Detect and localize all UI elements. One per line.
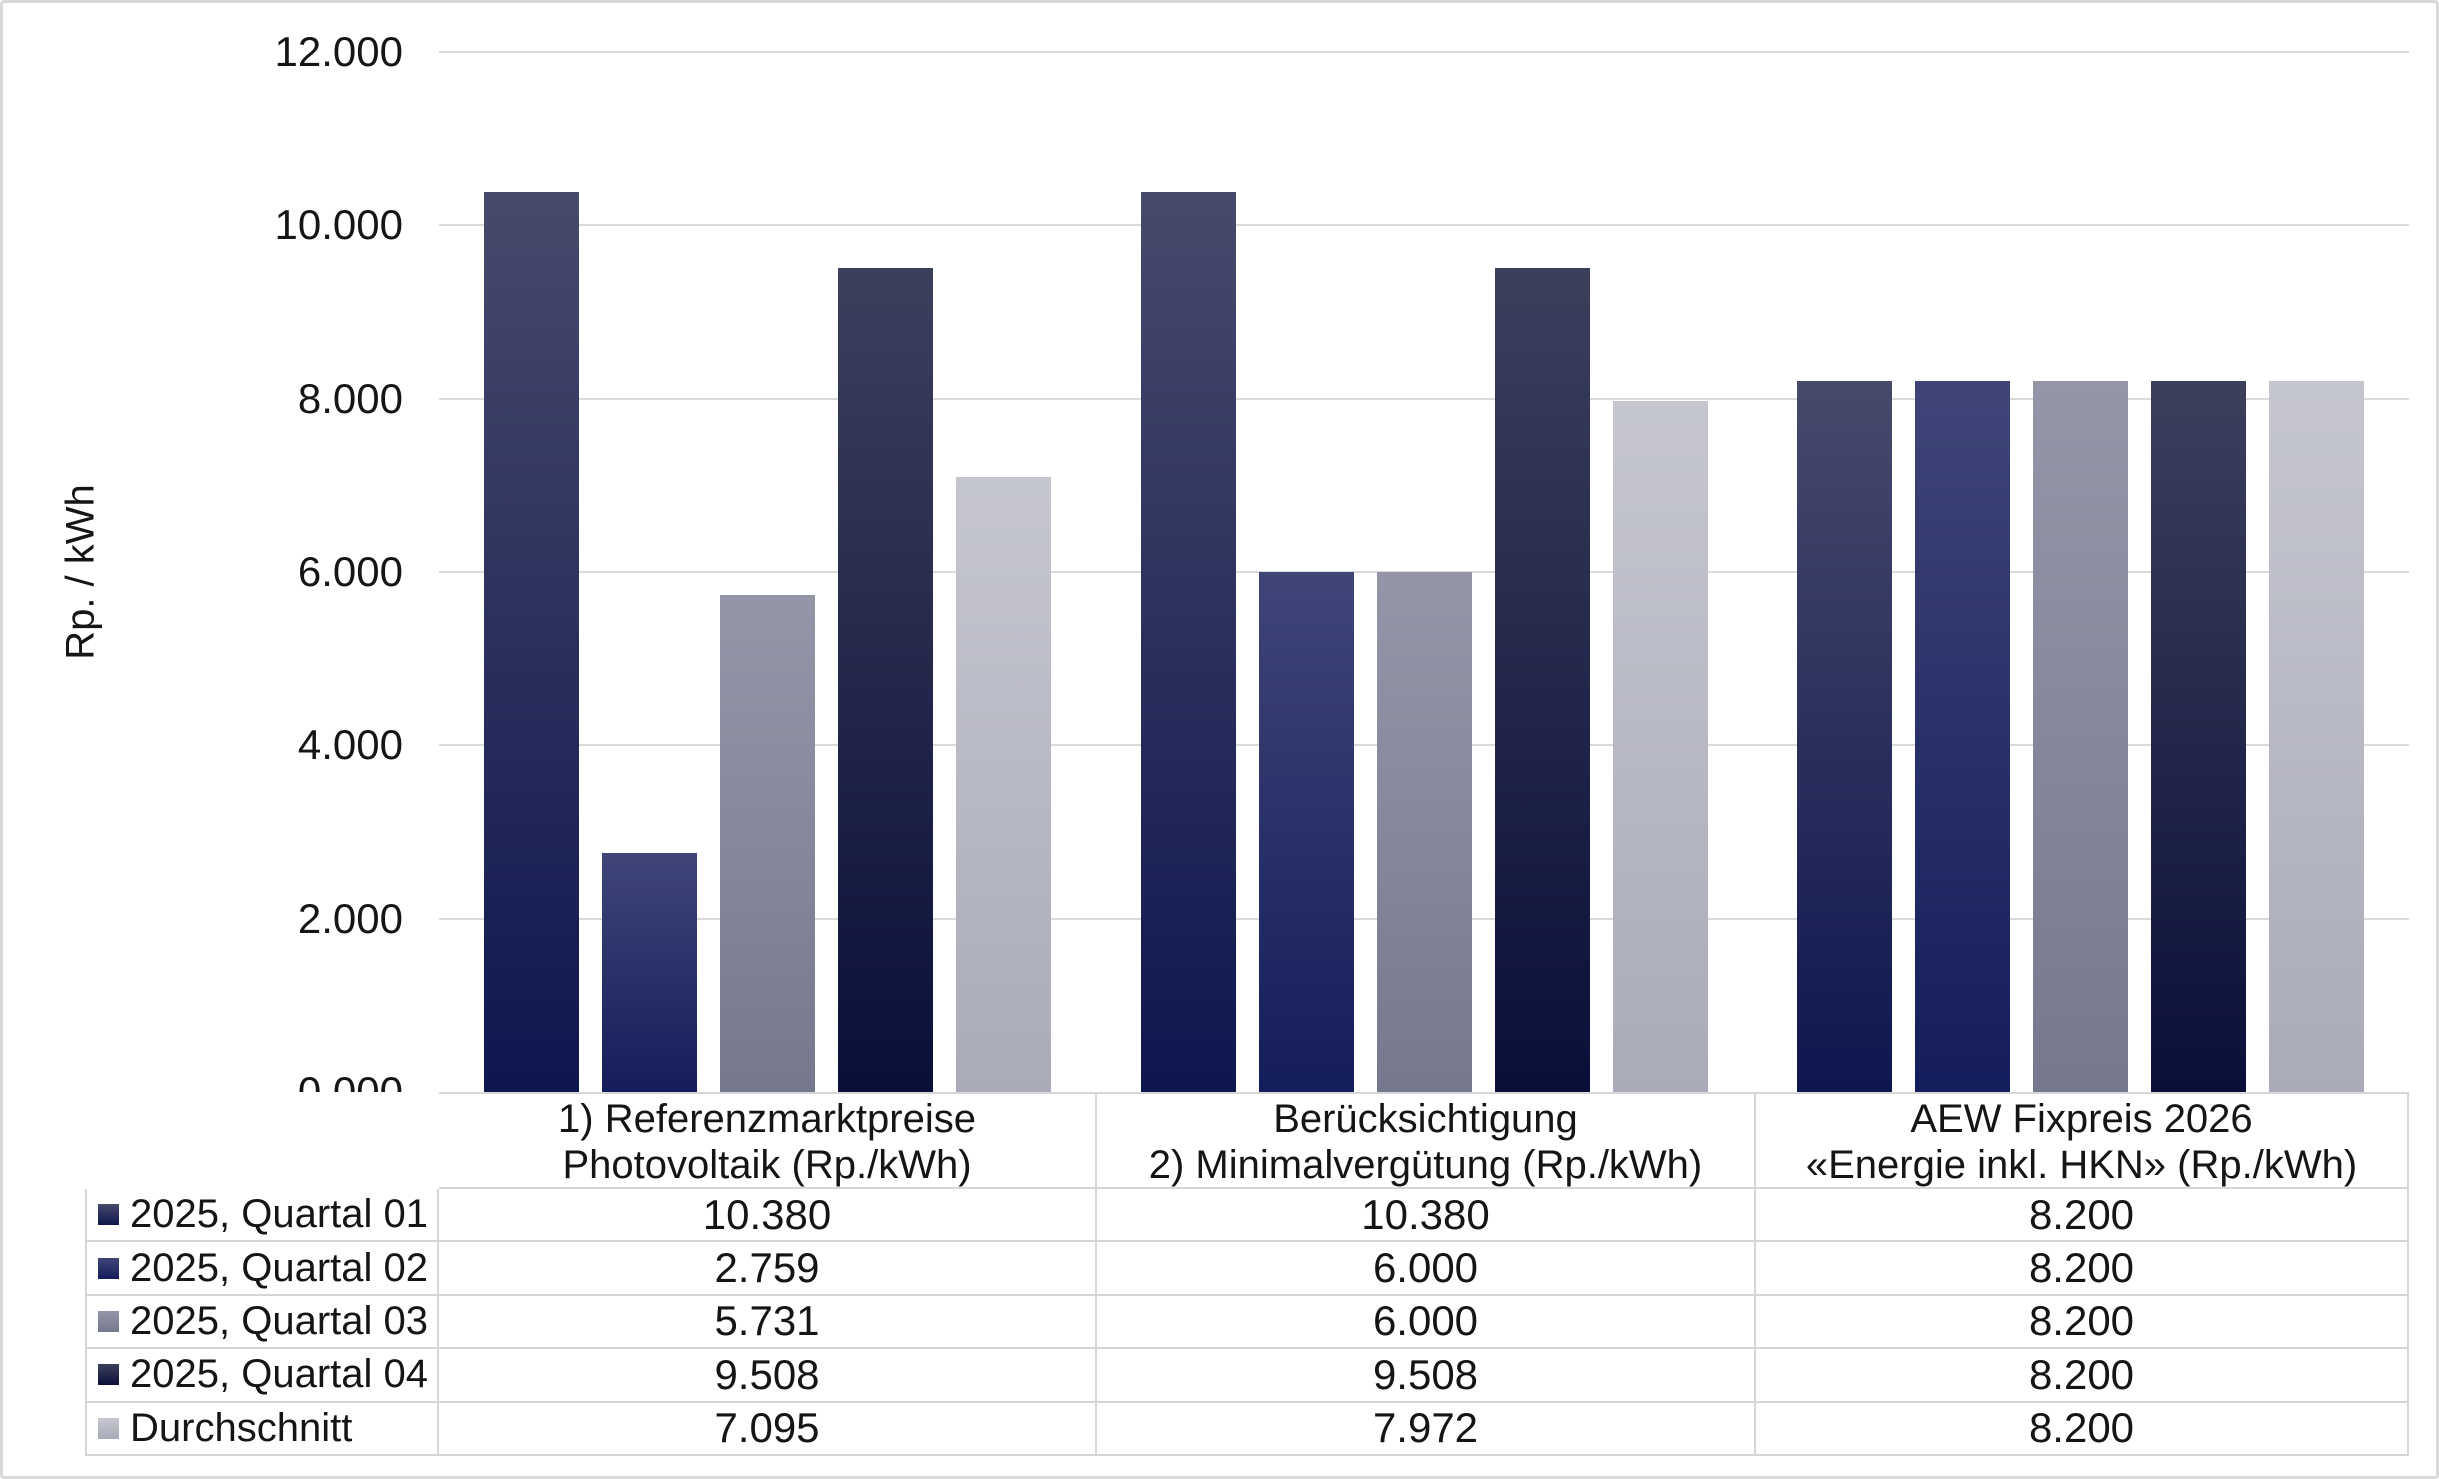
table-value-cell: 6.000 <box>1097 1242 1756 1296</box>
table-value-cell: 7.972 <box>1097 1402 1756 1456</box>
category-label-line1: AEW Fixpreis 2026 <box>1910 1097 2253 1141</box>
y-tick-label: 6.000 <box>297 548 403 595</box>
data-table: 1) Referenzmarktpreise Photovoltaik (Rp./… <box>85 1092 2409 1456</box>
category-header-cell: Berücksichtigung 2) Minimalvergütung (Rp.… <box>1097 1092 1756 1189</box>
bar <box>1612 401 1708 1092</box>
bar <box>1140 192 1236 1092</box>
bar-groups <box>439 52 2409 1092</box>
y-tick-label: 4.000 <box>297 721 403 769</box>
y-tick-label: 10.000 <box>274 201 403 249</box>
gridline <box>439 224 2409 227</box>
y-tick-label: 2.000 <box>297 894 403 942</box>
bar <box>1258 572 1354 1092</box>
table-value-cell: 2.759 <box>439 1242 1097 1296</box>
bar <box>1797 381 1893 1092</box>
category-header-cell: 1) Referenzmarktpreise Photovoltaik (Rp./… <box>439 1092 1097 1189</box>
category-label-line1: Berücksichtigung <box>1273 1097 1578 1141</box>
table-value-cell: 10.380 <box>1097 1189 1756 1243</box>
category-label-line2: Photovoltaik (Rp./kWh) <box>562 1143 972 1187</box>
legend-series-name: 2025, Quartal 01 <box>130 1192 428 1237</box>
bar <box>2033 381 2129 1092</box>
table-value-cell: 8.200 <box>1756 1189 2409 1243</box>
category-header-cell: AEW Fixpreis 2026 «Energie inkl. HKN» (Rp… <box>1756 1092 2409 1189</box>
bar-group <box>1096 52 1753 1092</box>
category-label-line1: 1) Referenzmarktpreise <box>558 1097 976 1141</box>
bar <box>719 595 815 1092</box>
table-value-cell: 7.095 <box>439 1402 1097 1456</box>
legend-swatch <box>98 1417 119 1439</box>
legend-cell: 2025, Quartal 02 <box>85 1242 439 1296</box>
legend-cell: Durchschnitt <box>85 1402 439 1456</box>
bar-group <box>1752 52 2409 1092</box>
table-corner-cell <box>85 1092 439 1189</box>
table-value-cell: 8.200 <box>1756 1242 2409 1296</box>
table-value-cell: 5.731 <box>439 1295 1097 1350</box>
legend-cell: 2025, Quartal 03 <box>85 1295 439 1350</box>
bar <box>955 477 1051 1092</box>
legend-cell: 2025, Quartal 01 <box>85 1189 439 1243</box>
gridline <box>439 397 2409 400</box>
category-label-line2: 2) Minimalvergütung (Rp./kWh) <box>1148 1143 1703 1187</box>
bar <box>2151 381 2247 1092</box>
legend-swatch <box>98 1310 119 1332</box>
bar <box>1376 572 1472 1092</box>
gridline <box>439 51 2409 53</box>
legend-swatch <box>98 1257 119 1279</box>
table-value-cell: 9.508 <box>439 1349 1097 1403</box>
y-tick-label: 8.000 <box>297 374 403 422</box>
bar <box>483 192 579 1092</box>
bar <box>837 268 933 1092</box>
table-value-cell: 8.200 <box>1756 1402 2409 1456</box>
bar <box>601 852 697 1092</box>
table-value-cell: 8.200 <box>1756 1349 2409 1403</box>
plot-area <box>439 51 2409 1092</box>
bar <box>2269 381 2365 1092</box>
table-value-cell: 8.200 <box>1756 1295 2409 1350</box>
legend-series-name: 2025, Quartal 04 <box>130 1352 428 1397</box>
category-label-line2: «Energie inkl. HKN» (Rp./kWh) <box>1805 1143 2358 1187</box>
table-value-cell: 10.380 <box>439 1189 1097 1243</box>
bar <box>1915 381 2011 1092</box>
legend-swatch <box>98 1364 119 1386</box>
bar <box>1494 268 1590 1092</box>
legend-series-name: 2025, Quartal 02 <box>130 1245 428 1290</box>
y-tick-label: 12.000 <box>274 28 403 75</box>
legend-series-name: 2025, Quartal 03 <box>130 1298 428 1343</box>
table-value-cell: 6.000 <box>1097 1295 1756 1350</box>
legend-cell: 2025, Quartal 04 <box>85 1349 439 1403</box>
table-value-cell: 9.508 <box>1097 1349 1756 1403</box>
legend-swatch <box>98 1204 119 1226</box>
legend-series-name: Durchschnitt <box>130 1405 353 1450</box>
bar-group <box>439 52 1096 1092</box>
